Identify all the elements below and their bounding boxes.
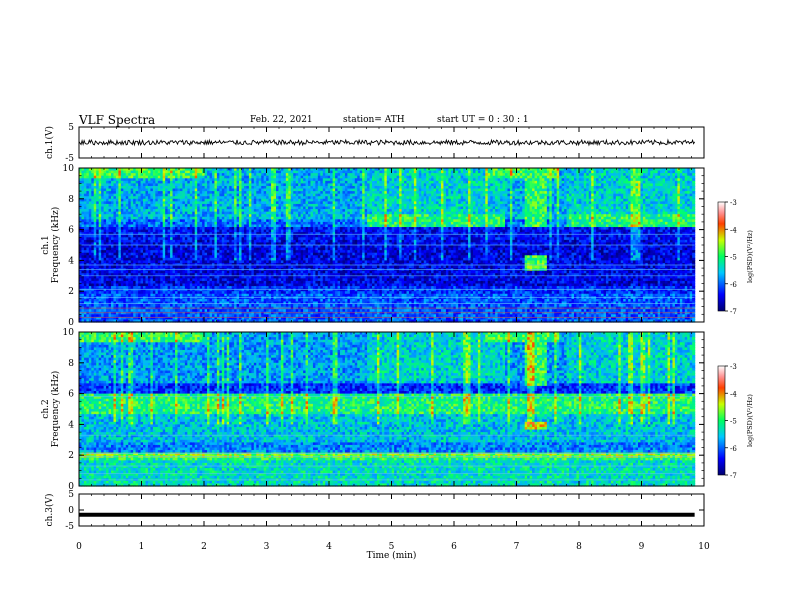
y-tick-label: 5 bbox=[68, 490, 74, 500]
x-tick-label: 6 bbox=[451, 542, 457, 552]
y-tick-label: 0 bbox=[68, 318, 74, 328]
start-time-label: start UT = 0 : 30 : 1 bbox=[437, 115, 529, 125]
x-tick-label: 8 bbox=[576, 542, 582, 552]
y-tick-label: -5 bbox=[65, 154, 74, 164]
y-tick-label: 2 bbox=[68, 451, 74, 461]
waveform-layer bbox=[78, 138, 696, 517]
colorbar-tick-label: -4 bbox=[730, 226, 737, 234]
axes-layer bbox=[78, 126, 728, 527]
y-tick-label: 6 bbox=[68, 390, 74, 400]
y-tick-label: 2 bbox=[68, 287, 74, 297]
y-tick-label: 5 bbox=[68, 123, 74, 133]
ch2-spectrum-y-axis-label: ch.2 bbox=[41, 399, 51, 418]
spectrogram-ch1 bbox=[79, 168, 704, 323]
colorbar-tick-label: -3 bbox=[730, 199, 737, 207]
y-tick-label: 10 bbox=[63, 164, 75, 174]
ch2-spectrum-y-axis-label-line2: Frequency (kHz) bbox=[50, 371, 61, 448]
date-label: Feb. 22, 2021 bbox=[250, 115, 313, 125]
x-tick-label: 4 bbox=[326, 542, 332, 552]
x-tick-label: 1 bbox=[139, 542, 145, 552]
ch1-spectrum-y-axis-label-line2: Frequency (kHz) bbox=[50, 207, 61, 284]
y-tick-label: 4 bbox=[68, 420, 74, 430]
x-axis-label: Time (min) bbox=[367, 550, 417, 561]
x-tick-label: 3 bbox=[264, 542, 270, 552]
colorbar-tick-label: -7 bbox=[730, 472, 737, 480]
y-tick-label: 0 bbox=[68, 506, 74, 516]
ch3-y-axis-label: ch.3(V) bbox=[44, 494, 55, 527]
y-tick-label: 10 bbox=[63, 328, 75, 338]
x-tick-label: 7 bbox=[514, 542, 520, 552]
y-tick-label: 4 bbox=[68, 256, 74, 266]
station-label: station= ATH bbox=[343, 115, 405, 125]
x-tick-label: 0 bbox=[76, 542, 82, 552]
colorbar-tick-label: -3 bbox=[730, 363, 737, 371]
y-tick-label: 0 bbox=[68, 482, 74, 492]
spectrogram-ch2 bbox=[79, 332, 704, 487]
colorbar-tick-label: -5 bbox=[730, 418, 737, 426]
x-tick-label: 2 bbox=[201, 542, 207, 552]
x-tick-label: 9 bbox=[639, 542, 645, 552]
x-tick-label: 5 bbox=[389, 542, 395, 552]
figure-title: VLF Spectra bbox=[79, 113, 155, 127]
spectrogram-layer bbox=[79, 168, 704, 487]
ch1-spectrum-y-axis-label: ch.1 bbox=[41, 235, 51, 254]
y-tick-label: -5 bbox=[65, 522, 74, 532]
colorbar-ch2 bbox=[717, 365, 726, 476]
colorbar-tick-label: -5 bbox=[730, 254, 737, 262]
colorbar-tick-label: -6 bbox=[730, 445, 737, 453]
y-tick-label: 8 bbox=[68, 359, 74, 369]
y-tick-label: 6 bbox=[68, 226, 74, 236]
colorbar-tick-label: -7 bbox=[730, 308, 737, 316]
colorbar-ch1 bbox=[717, 201, 726, 312]
ch1-y-axis-label: ch.1(V) bbox=[44, 126, 55, 159]
y-tick-label: 8 bbox=[68, 195, 74, 205]
colorbar-label: log(PSD)(V²/Hz) bbox=[746, 394, 754, 447]
colorbar-label: log(PSD)(V²/Hz) bbox=[746, 230, 754, 283]
x-tick-label: 10 bbox=[698, 542, 710, 552]
ch1-waveform-trace bbox=[78, 138, 696, 147]
colorbar-tick-label: -6 bbox=[730, 281, 737, 289]
colorbar-tick-label: -4 bbox=[730, 390, 737, 398]
